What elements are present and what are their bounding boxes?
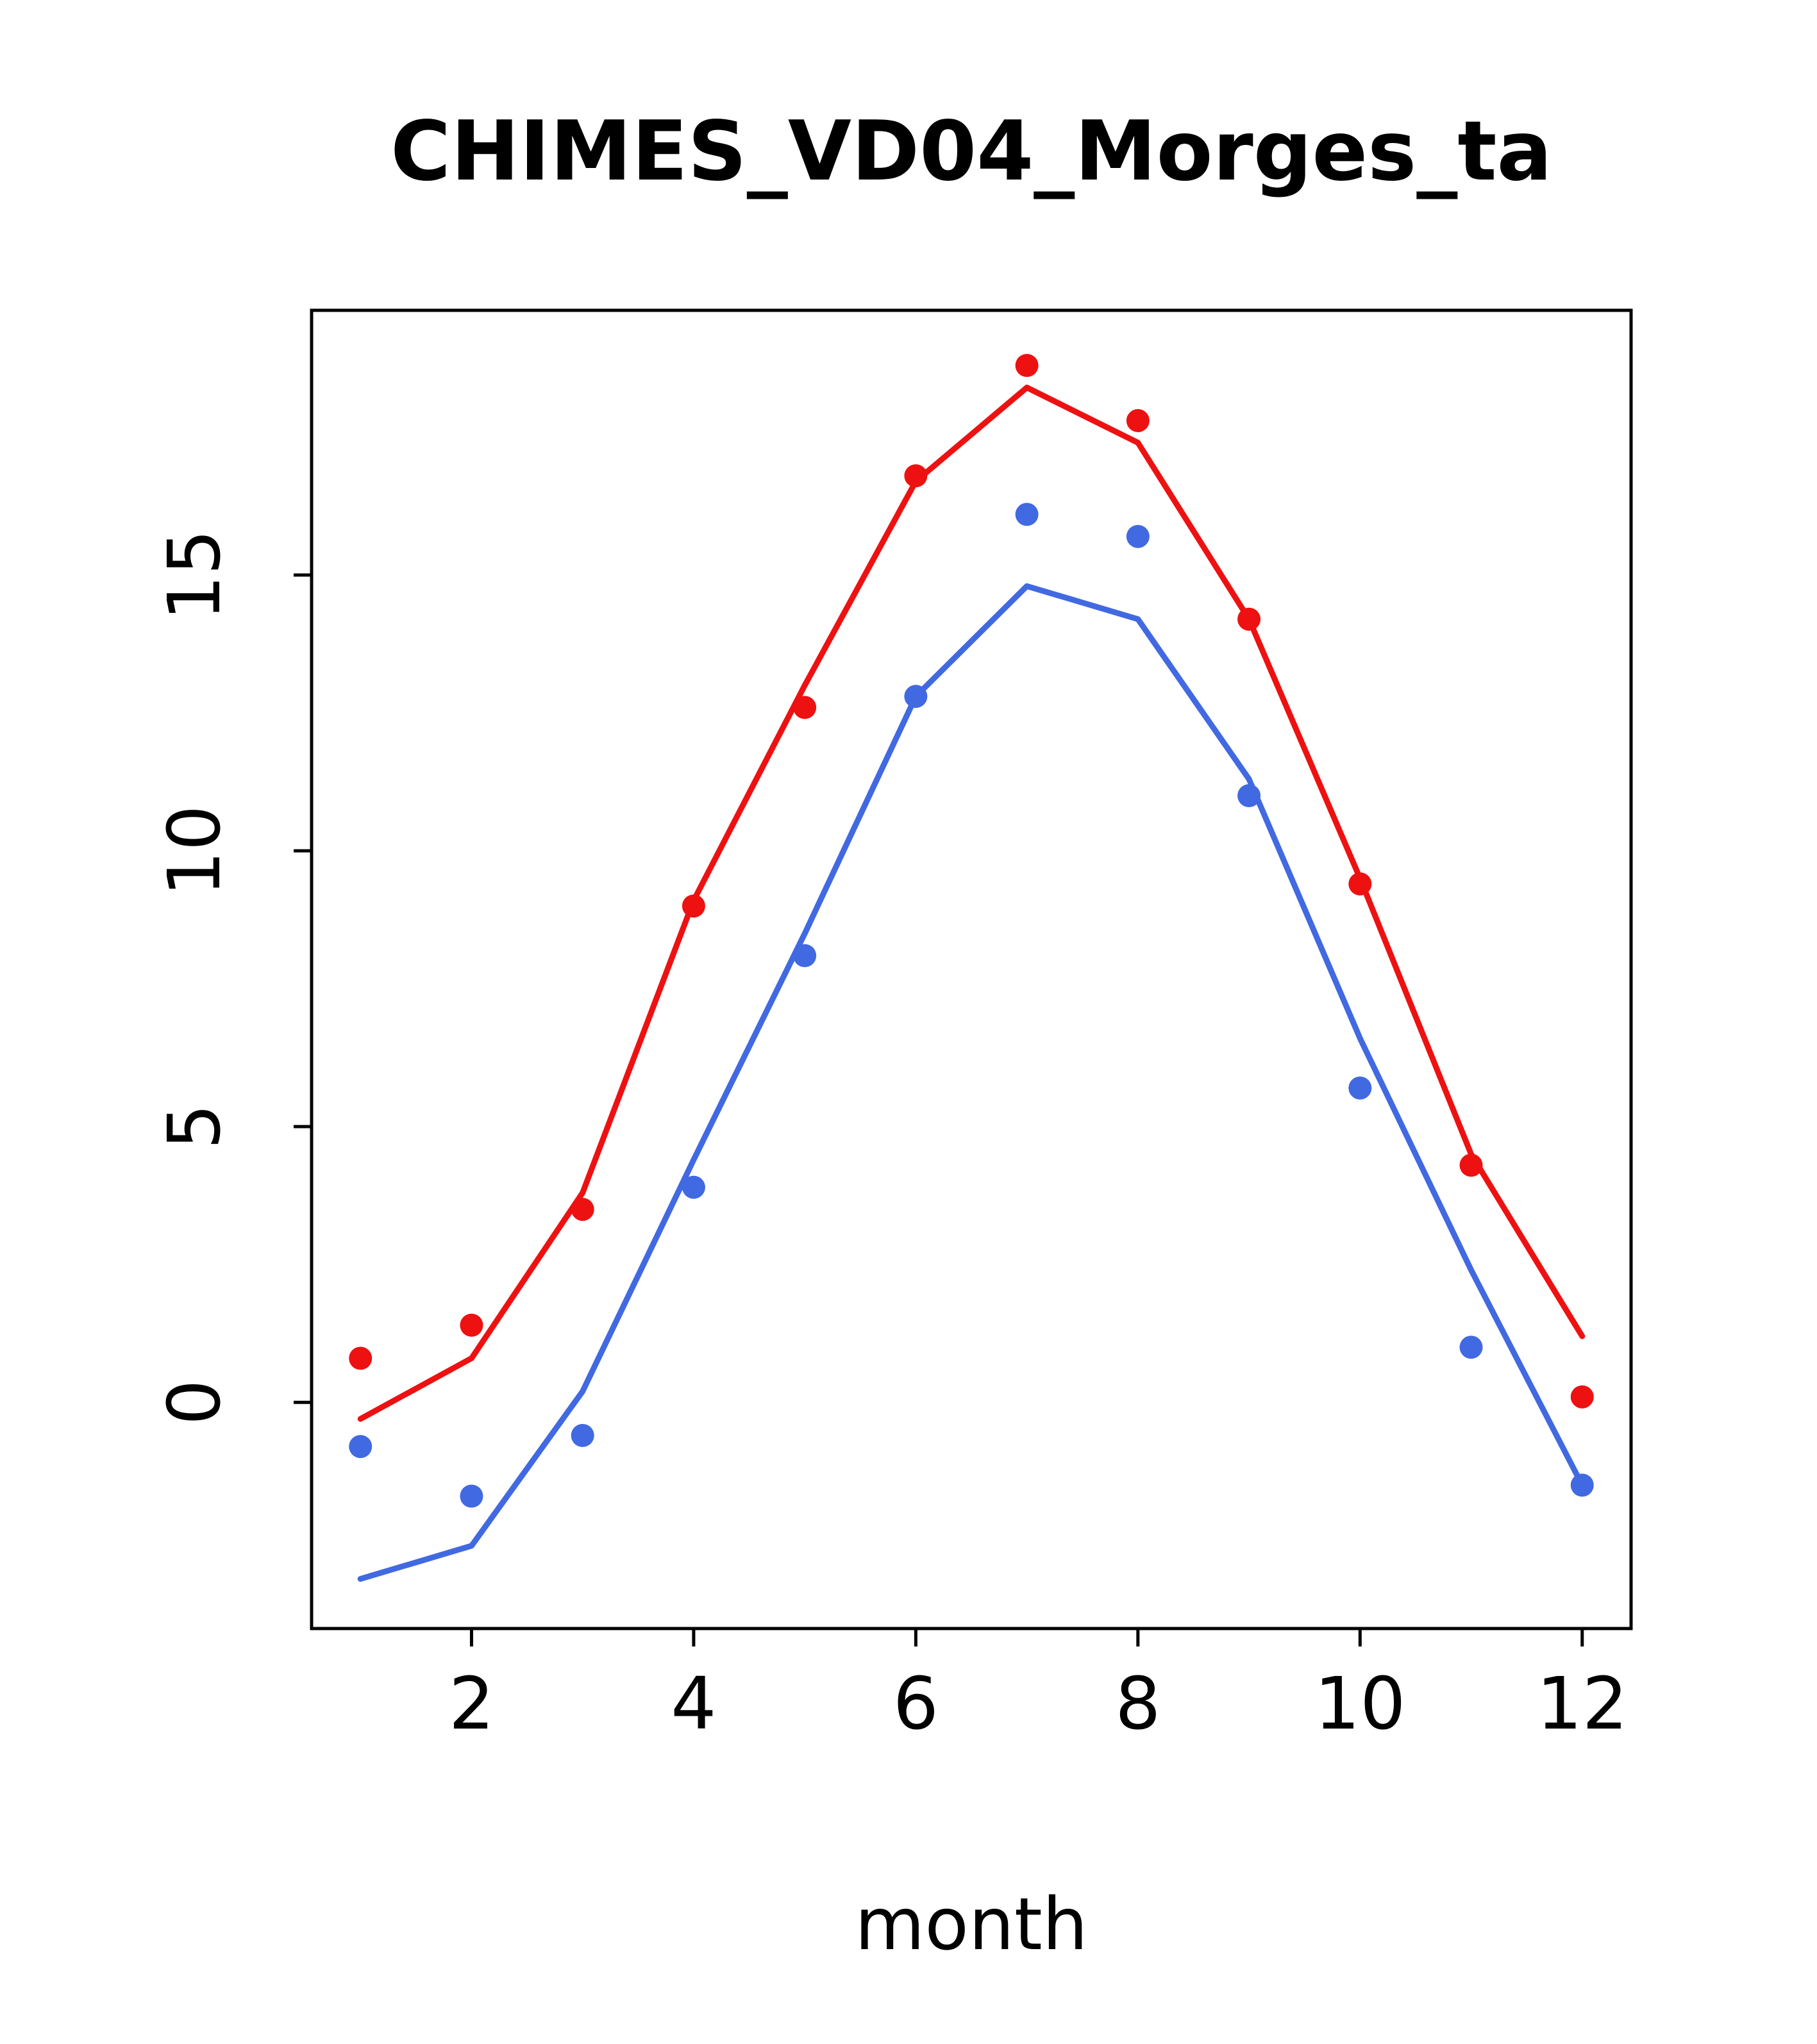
x-tick-label: 2	[449, 1663, 494, 1746]
red-point	[1237, 607, 1261, 631]
x-tick-label: 6	[893, 1663, 939, 1746]
blue-point	[793, 944, 817, 968]
red-point	[1126, 409, 1150, 433]
plot-box	[310, 308, 1633, 1630]
x-axis-label: month	[855, 1883, 1088, 1966]
blue-point	[349, 1435, 373, 1459]
red-point	[1570, 1385, 1594, 1409]
blue-point	[1570, 1473, 1594, 1497]
x-tick-label: 8	[1115, 1663, 1160, 1746]
red-point	[460, 1313, 483, 1337]
blue-point	[1348, 1076, 1372, 1100]
red-point	[904, 464, 928, 488]
blue-point	[1015, 503, 1039, 526]
red-line	[357, 384, 1586, 1422]
series-layer	[349, 354, 1594, 1582]
red-point	[349, 1346, 373, 1370]
x-tick-label: 4	[671, 1663, 716, 1746]
y-tick-label: 10	[153, 805, 237, 897]
blue-point	[682, 1175, 705, 1199]
x-tick-label: 10	[1314, 1663, 1406, 1746]
red-point	[1015, 354, 1039, 378]
y-tick-label: 5	[153, 1104, 237, 1150]
red-point	[571, 1198, 594, 1221]
blue-point	[1237, 784, 1261, 808]
axis-ticks: 2 4 6 8 10 12 0 5 10 15	[153, 530, 1628, 1746]
blue-point	[1126, 524, 1150, 548]
y-tick-label: 0	[153, 1380, 237, 1425]
x-tick-label: 12	[1537, 1663, 1629, 1746]
red-point	[1459, 1153, 1483, 1177]
blue-point	[904, 685, 928, 708]
red-point	[1348, 872, 1372, 896]
blue-point	[1459, 1336, 1483, 1359]
y-tick-label: 15	[153, 530, 237, 621]
red-point	[682, 894, 705, 918]
blue-line	[357, 583, 1586, 1582]
chart-title: CHIMES_VD04_Morges_ta	[390, 104, 1552, 199]
red-point	[793, 696, 817, 719]
blue-point	[571, 1423, 594, 1447]
blue-point	[460, 1484, 483, 1508]
